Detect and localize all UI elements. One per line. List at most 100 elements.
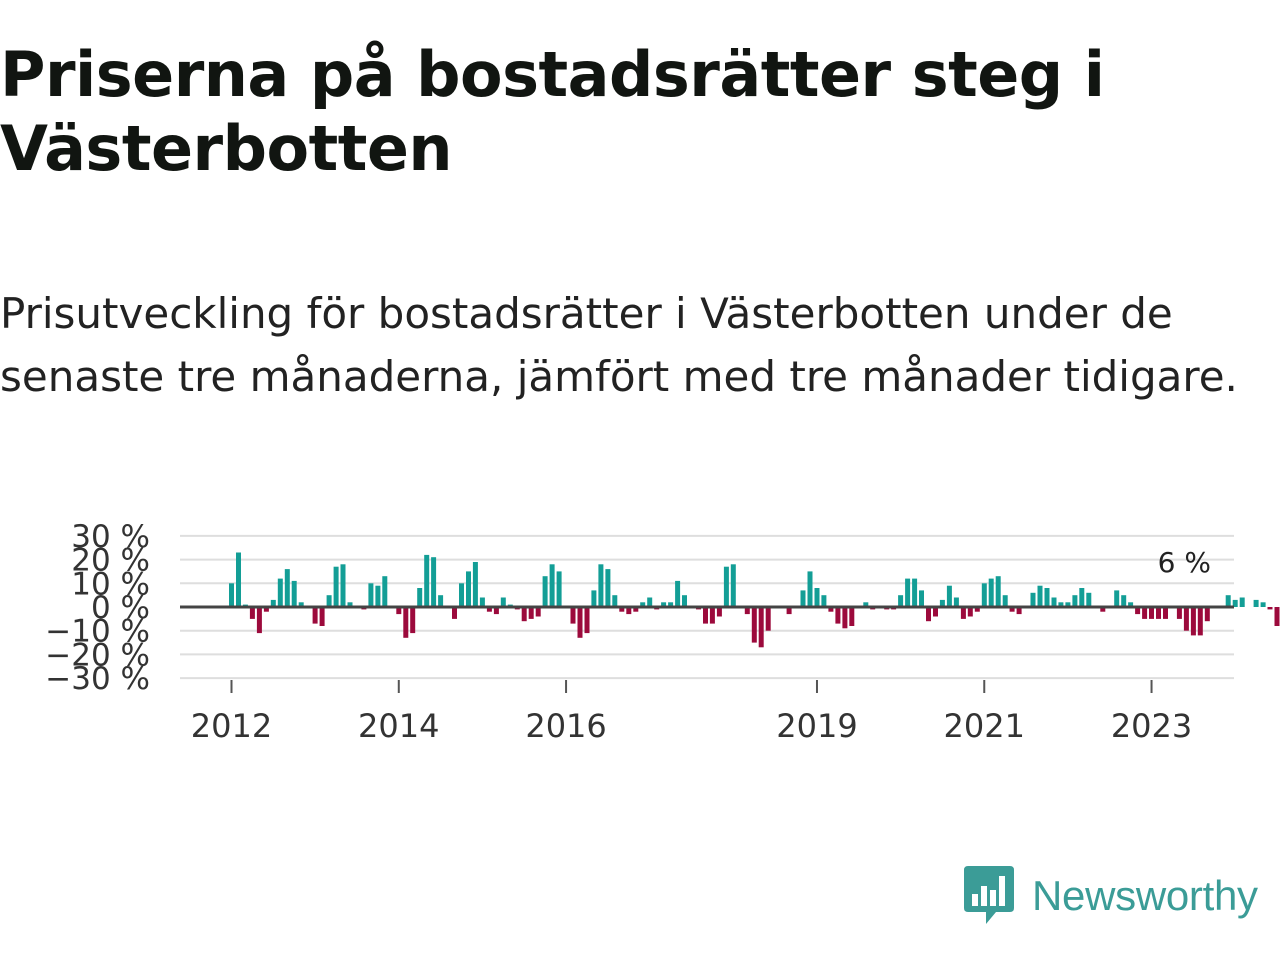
bar bbox=[821, 595, 827, 608]
bar bbox=[605, 569, 611, 607]
bar bbox=[807, 571, 813, 607]
bar bbox=[1149, 607, 1154, 619]
bar bbox=[333, 566, 339, 607]
bar bbox=[1190, 607, 1196, 636]
newsworthy-logo: Newsworthy bbox=[962, 864, 1258, 928]
bar bbox=[765, 607, 771, 631]
bar bbox=[1037, 585, 1043, 607]
bar bbox=[1232, 599, 1238, 607]
bar bbox=[974, 607, 980, 612]
y-tick-label: 20 % bbox=[71, 543, 150, 579]
x-tick-label: 2012 bbox=[191, 707, 272, 745]
bar bbox=[284, 569, 290, 607]
bar bbox=[633, 607, 639, 612]
bar bbox=[933, 607, 938, 617]
bar bbox=[1072, 595, 1078, 608]
bar bbox=[1142, 607, 1148, 619]
bar bbox=[1204, 607, 1210, 622]
bar bbox=[716, 607, 722, 617]
bar bbox=[758, 607, 764, 648]
bar bbox=[1163, 607, 1168, 619]
bar bbox=[926, 607, 931, 622]
y-tick-label: −10 % bbox=[45, 614, 150, 650]
bar bbox=[1121, 595, 1127, 608]
bar bbox=[744, 607, 750, 615]
bar bbox=[612, 595, 618, 608]
y-tick-label: −30 % bbox=[45, 661, 150, 697]
bar bbox=[431, 557, 437, 607]
bar bbox=[751, 607, 757, 643]
bar bbox=[542, 576, 548, 607]
bar bbox=[438, 595, 444, 608]
bar bbox=[661, 602, 667, 607]
bar bbox=[291, 580, 297, 607]
x-tick-label: 2023 bbox=[1111, 707, 1192, 745]
bar bbox=[849, 607, 855, 626]
x-tick-label: 2025 bbox=[1278, 707, 1280, 745]
bar bbox=[814, 588, 820, 607]
bar bbox=[863, 602, 869, 607]
bar bbox=[709, 607, 715, 624]
bar bbox=[479, 597, 485, 607]
bar bbox=[1253, 599, 1259, 607]
bar bbox=[723, 566, 729, 607]
bar bbox=[1274, 607, 1280, 626]
bar bbox=[236, 552, 241, 607]
bar bbox=[417, 588, 423, 607]
bar bbox=[570, 607, 576, 624]
bar bbox=[619, 607, 625, 612]
bar bbox=[898, 595, 904, 608]
bar bbox=[452, 607, 457, 619]
bar bbox=[946, 585, 952, 607]
x-tick-label: 2021 bbox=[944, 707, 1025, 745]
bar bbox=[1009, 607, 1015, 612]
end-value-label: 6 % bbox=[1158, 546, 1211, 579]
bar bbox=[340, 564, 346, 607]
brand-name: Newsworthy bbox=[1032, 872, 1258, 919]
bar bbox=[1058, 602, 1064, 607]
bar bbox=[256, 607, 262, 634]
bar bbox=[1065, 602, 1071, 607]
bar-chart: 30 %20 %10 %0 %−10 %−20 %−30 % 2012 2014 20… bbox=[45, 519, 1280, 745]
bar bbox=[368, 583, 374, 607]
bar bbox=[326, 595, 332, 608]
bar bbox=[919, 590, 924, 607]
bar bbox=[703, 607, 708, 624]
bar bbox=[459, 583, 464, 607]
bar bbox=[270, 599, 276, 607]
bar bbox=[842, 607, 848, 629]
bar bbox=[277, 578, 283, 607]
bar bbox=[382, 576, 388, 607]
bar bbox=[786, 607, 792, 615]
bar bbox=[549, 564, 555, 607]
bar bbox=[1225, 595, 1231, 608]
bar bbox=[263, 607, 269, 612]
bar bbox=[1016, 607, 1022, 615]
x-tick-label: 2016 bbox=[525, 707, 606, 745]
bar bbox=[472, 562, 478, 607]
bar bbox=[1128, 602, 1134, 607]
bar bbox=[1086, 592, 1092, 607]
bar bbox=[1051, 597, 1057, 607]
bar bbox=[410, 607, 416, 634]
bar bbox=[486, 607, 492, 612]
bar bbox=[535, 607, 541, 617]
bar bbox=[647, 597, 653, 607]
bar bbox=[500, 597, 506, 607]
bar bbox=[598, 564, 604, 607]
bar bbox=[960, 607, 966, 619]
x-tick-label: 2014 bbox=[358, 707, 439, 745]
bar bbox=[1267, 607, 1273, 610]
bar bbox=[396, 607, 402, 615]
bar bbox=[626, 607, 632, 615]
bar bbox=[1030, 592, 1036, 607]
bar bbox=[939, 599, 945, 607]
bar bbox=[528, 607, 534, 619]
bar bbox=[912, 578, 918, 607]
bar bbox=[466, 571, 471, 607]
bar bbox=[556, 571, 562, 607]
bar bbox=[730, 564, 736, 607]
bar bbox=[1002, 595, 1008, 608]
y-tick-label: 30 % bbox=[71, 519, 150, 555]
bar bbox=[1100, 607, 1106, 612]
